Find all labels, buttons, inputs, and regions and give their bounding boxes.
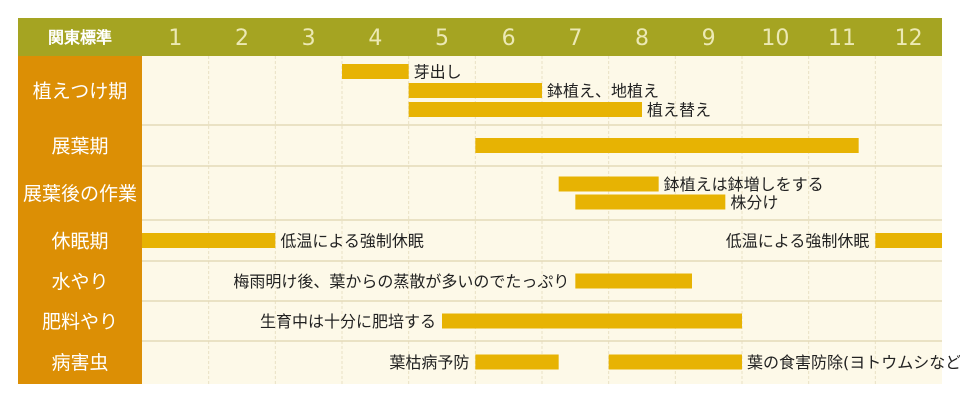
- schedule-bar: [575, 273, 692, 289]
- month-label: 10: [761, 26, 789, 51]
- bar-label: 梅雨明け後、葉からの蒸散が多いのでたっぷり: [233, 272, 569, 291]
- month-label: 11: [828, 26, 856, 51]
- header-bar: [18, 18, 942, 56]
- schedule-bar: [475, 354, 559, 370]
- month-header: 関東標準 1 2 3 4 5 6 7 8 9 10 11 12: [18, 18, 942, 56]
- month-label: 3: [302, 26, 316, 51]
- month-label: 4: [368, 26, 382, 51]
- schedule-bar: [475, 138, 859, 153]
- chart-grid: [18, 56, 942, 384]
- month-label: 9: [702, 26, 716, 51]
- schedule-bar: [142, 233, 276, 248]
- month-label: 12: [895, 26, 923, 51]
- month-label: 2: [235, 26, 249, 51]
- row-label: 病害虫: [51, 352, 108, 374]
- month-label: 7: [568, 26, 582, 51]
- row-label: 休眠期: [51, 231, 108, 253]
- bar-label: 株分け: [730, 193, 778, 212]
- bar-label: 鉢植え、地植え: [547, 82, 659, 101]
- bar-label: 植え替え: [647, 101, 711, 120]
- schedule-bar: [408, 102, 642, 117]
- bar-label: 芽出し: [414, 63, 462, 82]
- bar-label: 生育中は十分に肥培する: [260, 312, 436, 331]
- month-label: 5: [435, 26, 449, 51]
- schedule-bar: [575, 194, 726, 210]
- corner-label: 関東標準: [48, 28, 112, 47]
- row-label: 水やり: [51, 271, 108, 293]
- schedule-bar: [408, 83, 542, 98]
- schedule-bar: [442, 313, 742, 329]
- row-label: 肥料やり: [42, 311, 118, 333]
- bar-label: 葉枯病予防: [389, 353, 469, 372]
- bar-label: 低温による強制休眠: [726, 232, 870, 251]
- month-label: 1: [168, 26, 182, 51]
- month-label: 8: [635, 26, 649, 51]
- month-label: 6: [502, 26, 516, 51]
- row-label: 展葉期: [51, 136, 108, 158]
- bar-label: 葉の食害防除(ヨトウムシなど): [747, 353, 960, 372]
- schedule-bar: [608, 354, 742, 370]
- bar-label: 低温による強制休眠: [280, 232, 424, 251]
- schedule-bar: [558, 176, 659, 192]
- schedule-bar: [875, 233, 942, 248]
- row-label: 展葉後の作業: [23, 183, 137, 205]
- row-label: 植えつけ期: [33, 81, 127, 103]
- schedule-bar: [342, 64, 409, 79]
- row-label-column: [18, 56, 142, 384]
- bar-label: 鉢植えは鉢増しをする: [664, 175, 824, 194]
